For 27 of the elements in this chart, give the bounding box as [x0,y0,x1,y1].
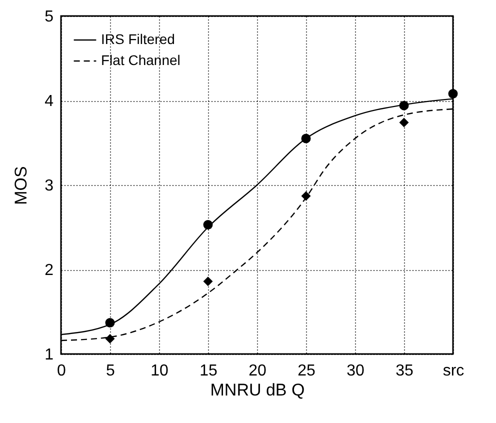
y-tick-label: 2 [44,262,54,279]
x-axis-title: MNRU dB Q [210,380,305,400]
point [105,334,115,344]
y-tick-label: 5 [44,8,54,26]
x-tick-label: src [442,362,464,380]
x-tick-label: 20 [248,362,266,380]
x-tick-label: 0 [57,362,66,380]
y-tick-label: 1 [44,346,54,364]
legend-label: IRS Filtered [101,31,175,47]
point [399,100,409,110]
point [203,276,213,286]
point [399,118,409,128]
point [301,134,311,144]
legend-label: Flat Channel [101,52,180,68]
point [105,318,115,328]
point [448,89,458,98]
y-axis-title: MOS [12,166,31,205]
x-tick-label: 10 [150,362,168,380]
point [301,191,311,201]
x-tick-label: 25 [298,362,316,380]
y-tick-label: 4 [44,93,54,110]
point [203,220,213,230]
x-tick-label: 30 [346,362,364,380]
x-tick-label: 5 [106,362,116,380]
x-tick-label: 35 [396,362,414,380]
y-tick-label: 3 [44,178,54,194]
x-tick-label: 15 [200,362,218,380]
